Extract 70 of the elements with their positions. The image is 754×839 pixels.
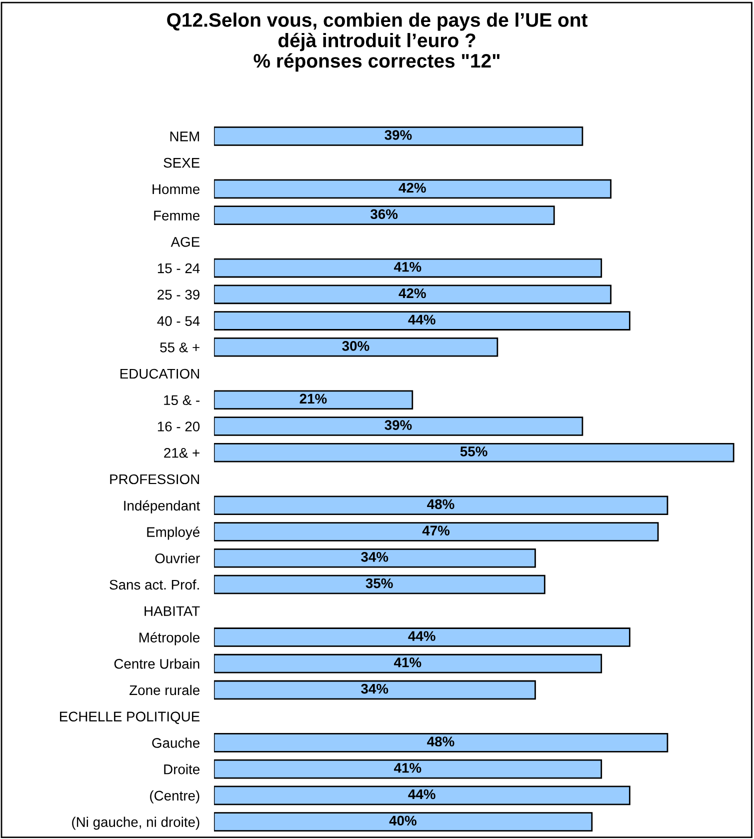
data-label: 55% [460,446,488,456]
y-tick-label: (Centre) [150,790,200,804]
y-tick-label: Indépendant [124,500,200,514]
data-label: 41% [394,658,422,668]
y-tick-label: NEM [170,132,199,142]
data-label: 42% [398,288,426,298]
data-label: 30% [342,341,370,351]
y-tick-label: HABITAT [144,606,200,616]
y-tick-label: Femme [154,210,200,220]
y-tick-label: Zone rurale [130,684,200,696]
bar [214,179,612,199]
data-label: 39% [384,420,412,430]
data-label: 41% [394,262,422,272]
bar [214,759,602,779]
data-label: 34% [361,552,388,562]
y-tick-label: 55 & + [160,342,200,352]
bar [214,311,630,330]
bar [214,390,414,410]
bar [214,548,536,568]
y-tick-label: Droite [164,764,200,774]
y-tick-label: Ouvrier [155,553,200,564]
y-tick-label: Employé [147,526,200,540]
data-label: 47% [422,526,450,536]
y-tick-label: SEXE [164,158,200,168]
y-tick-label: EDUCATION [120,368,199,379]
bar [214,680,536,700]
y-tick-label: 25 - 39 [158,290,200,300]
bar [214,812,593,832]
data-label: 44% [408,789,436,800]
data-label: 44% [408,631,436,641]
bar [214,258,602,278]
data-label: 48% [427,736,454,746]
bar [214,337,498,357]
y-tick-label: 15 & - [164,395,200,406]
y-tick-label: PROFESSION [110,474,199,484]
bar [214,628,630,647]
data-label: 21% [300,394,327,404]
data-label: 36% [370,209,398,220]
bar [214,574,546,594]
bar [214,786,630,806]
y-tick-label: 16 - 20 [158,422,200,432]
y-tick-label: Sans act. Prof. [110,579,199,590]
bar [214,654,602,674]
bar [214,416,584,436]
bar [214,496,668,516]
data-label: 34% [361,684,388,694]
data-label: 44% [408,314,436,324]
y-tick-label: Centre Urbain [114,658,200,669]
bar [214,284,612,304]
y-tick-label: ECHELLE POLITIQUE [60,712,200,724]
data-label: 42% [398,182,426,193]
bar [214,442,734,462]
data-label: 40% [389,816,416,826]
y-tick-label: 15 - 24 [158,263,200,274]
bar [214,733,668,752]
y-tick-label: 40 - 54 [157,316,200,326]
y-tick-label: Gauche [152,738,200,748]
bar [214,522,659,542]
data-label: 48% [427,499,454,510]
bar [214,206,555,225]
y-tick-label: 21& + [164,448,200,458]
data-label: 35% [366,578,393,588]
y-tick-label: Homme [152,184,200,194]
y-tick-label: (Ni gauche, ni droite) [72,816,200,830]
data-label: 41% [394,763,422,773]
chart-title: Q12.Selon vous, combien de pays de l’UE ont déjà introduit l’euro ? % réponses correctes "12" [167,12,588,72]
y-tick-label: AGE [170,237,200,247]
y-tick-label: Métropole [139,632,200,646]
data-label: 39% [384,130,412,140]
bar [214,126,584,146]
